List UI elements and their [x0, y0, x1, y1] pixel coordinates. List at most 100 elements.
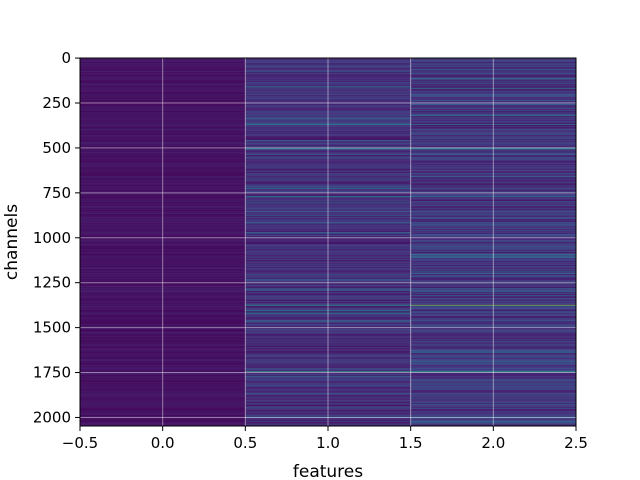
heatmap-cell [80, 187, 246, 189]
heatmap-cell [245, 233, 411, 235]
heatmap-cell [410, 399, 576, 401]
heatmap-cell [410, 176, 576, 178]
heatmap-cell [245, 369, 411, 371]
y-tick-label: 0 [61, 49, 71, 67]
heatmap-cell [245, 134, 411, 136]
heatmap-cell [410, 90, 576, 92]
heatmap-cell [245, 249, 411, 251]
heatmap-cell [80, 117, 246, 119]
heatmap-cell [80, 186, 246, 188]
heatmap-cell [410, 346, 576, 348]
heatmap-cell [410, 262, 576, 264]
heatmap-cell [410, 106, 576, 108]
heatmap-cell [80, 232, 246, 234]
heatmap-cell [245, 150, 411, 152]
heatmap-cell [410, 156, 576, 158]
heatmap-cell [80, 390, 246, 392]
heatmap-cell [245, 377, 411, 379]
heatmap-cell [80, 58, 246, 60]
heatmap-cell [245, 208, 411, 210]
heatmap-cell [410, 216, 576, 218]
heatmap-cell [410, 248, 576, 250]
heatmap-cell [245, 272, 411, 274]
heatmap-cell [410, 367, 576, 369]
heatmap-cell [80, 409, 246, 411]
heatmap-cell [80, 219, 246, 221]
heatmap-cell [245, 288, 411, 290]
heatmap-cell [410, 249, 576, 251]
heatmap-cell [80, 155, 246, 157]
heatmap-cell [410, 174, 576, 176]
heatmap-cell [410, 137, 576, 139]
heatmap-cell [80, 204, 246, 206]
heatmap-cell [410, 362, 576, 364]
heatmap-cell [410, 305, 576, 307]
heatmap-cell [245, 109, 411, 111]
heatmap-cell [245, 82, 411, 84]
heatmap-cell [80, 261, 246, 263]
heatmap-cell [80, 412, 246, 414]
heatmap-cell [245, 364, 411, 366]
heatmap-cell [80, 173, 246, 175]
heatmap-cell [80, 271, 246, 273]
heatmap-cell [410, 246, 576, 248]
heatmap-cell [245, 390, 411, 392]
heatmap-cell [410, 197, 576, 199]
heatmap-cell [80, 175, 246, 177]
heatmap-cell [410, 293, 576, 295]
x-tick-label: 0.0 [151, 434, 175, 452]
heatmap-cell [410, 253, 576, 255]
heatmap-cell [80, 300, 246, 302]
y-tick-label: 2000 [33, 408, 71, 426]
heatmap-cell [410, 243, 576, 245]
heatmap-cell [80, 372, 246, 374]
heatmap-cell [245, 275, 411, 277]
heatmap-cell [80, 357, 246, 359]
heatmap-cell [410, 268, 576, 270]
heatmap-cell [245, 200, 411, 202]
heatmap-cell [80, 169, 246, 171]
x-tick-label: 2.0 [481, 434, 505, 452]
heatmap-cell [80, 356, 246, 358]
heatmap-cell [245, 324, 411, 326]
heatmap-cell [245, 368, 411, 370]
heatmap-cell [245, 341, 411, 343]
heatmap-cell [410, 275, 576, 277]
heatmap-cell [245, 232, 411, 234]
heatmap-cell [245, 213, 411, 215]
heatmap-cell [80, 285, 246, 287]
heatmap-cell [410, 286, 576, 288]
heatmap-cell [80, 314, 246, 316]
heatmap-cell [245, 173, 411, 175]
heatmap-cell [410, 287, 576, 289]
heatmap-cell [245, 169, 411, 171]
heatmap-cell [80, 289, 246, 291]
heatmap-cell [410, 395, 576, 397]
heatmap-cell [80, 399, 246, 401]
heatmap-cell [245, 188, 411, 190]
heatmap-cell [245, 408, 411, 410]
heatmap-cell [410, 160, 576, 162]
heatmap-cell [410, 91, 576, 93]
heatmap-cell [410, 359, 576, 361]
heatmap-cell [410, 119, 576, 121]
heatmap-cell [245, 316, 411, 318]
heatmap-cell [245, 331, 411, 333]
heatmap-cell [245, 393, 411, 395]
heatmap-cell [245, 326, 411, 328]
heatmap-cell [80, 142, 246, 144]
heatmap-cell [410, 265, 576, 267]
heatmap-cell [245, 127, 411, 129]
heatmap-cell [410, 88, 576, 90]
heatmap-cell [80, 76, 246, 78]
heatmap-cell [245, 315, 411, 317]
heatmap-cell [410, 341, 576, 343]
heatmap-cell [80, 105, 246, 107]
heatmap-cell [410, 285, 576, 287]
heatmap-cell [245, 357, 411, 359]
heatmap-cell [245, 414, 411, 416]
heatmap-cell [80, 188, 246, 190]
heatmap-cell [80, 104, 246, 106]
heatmap-cell [245, 424, 411, 426]
heatmap-cell [410, 254, 576, 256]
